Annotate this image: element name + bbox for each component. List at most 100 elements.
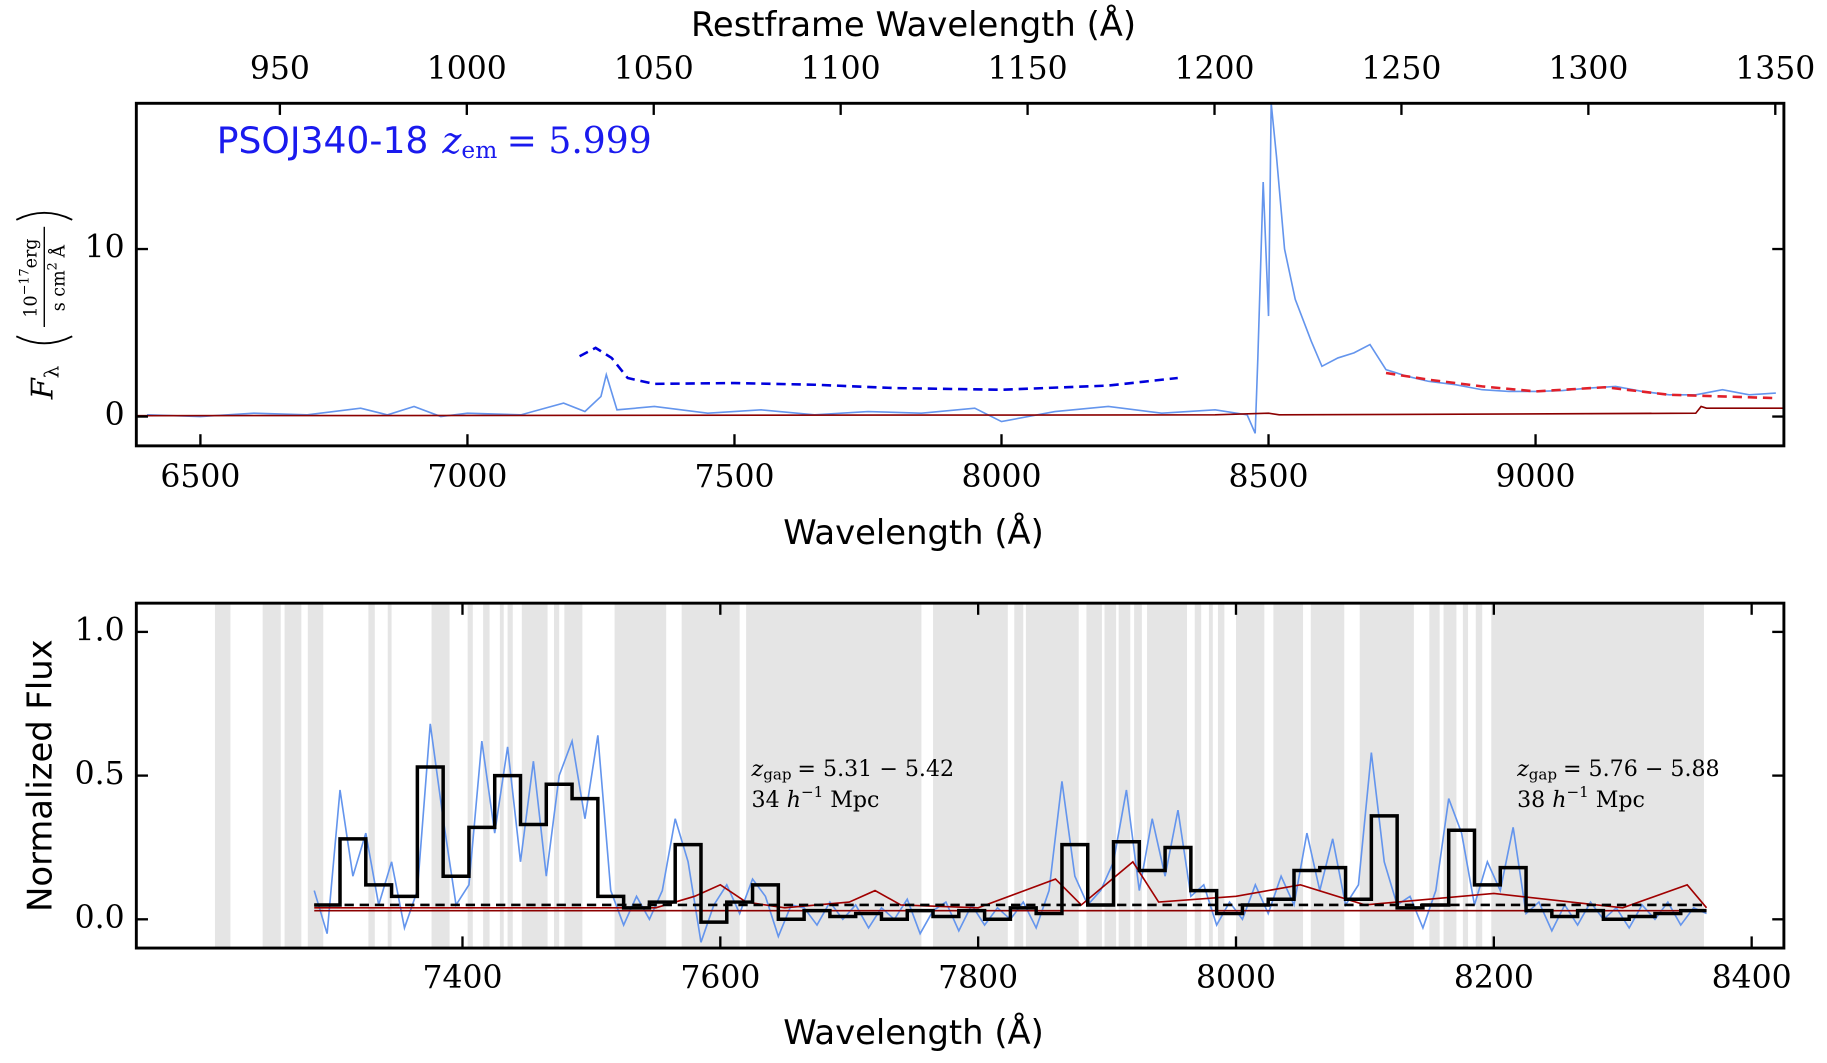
masked-band xyxy=(1134,603,1142,949)
x-tick-label: 7600 xyxy=(680,960,760,996)
x-tick-label: 7800 xyxy=(938,960,1018,996)
masked-band xyxy=(1273,603,1304,949)
y-label-num-sup: −17 xyxy=(17,268,32,295)
x-tick-label: 8000 xyxy=(1196,960,1276,996)
masked-band xyxy=(681,603,740,949)
x-tick-label: 8400 xyxy=(1712,960,1792,996)
masked-band xyxy=(1025,603,1079,949)
paren-left xyxy=(15,335,73,345)
masked-band xyxy=(614,603,667,949)
masked-band xyxy=(1429,603,1440,949)
masked-band xyxy=(1217,603,1225,949)
masked-band xyxy=(262,603,281,949)
y-label-f: F xyxy=(25,377,60,400)
plot-area xyxy=(136,103,1784,434)
masked-band xyxy=(554,603,560,949)
y-label-den-base: s cm xyxy=(49,270,69,311)
spectrum-line xyxy=(136,405,1784,417)
gap-sup: −1 xyxy=(1566,783,1588,801)
y-axis-label: Fλ 10−17erg s cm2 Å xyxy=(15,211,73,401)
masked-band xyxy=(1462,603,1469,949)
gap-sup: −1 xyxy=(801,783,823,801)
masked-band xyxy=(387,603,392,949)
masked-band xyxy=(1014,603,1024,949)
x2-tick-label: 1300 xyxy=(1548,51,1628,87)
y-label-den-sup: 2 xyxy=(45,262,60,270)
x2-tick-label: 1200 xyxy=(1175,51,1255,87)
masked-band xyxy=(307,603,324,949)
x2-tick-label: 1100 xyxy=(801,51,881,87)
gap-dist: 34 xyxy=(752,787,780,813)
y-label-sub: λ xyxy=(40,366,63,379)
gap-unit: Mpc xyxy=(830,787,879,813)
gap-sub: gap xyxy=(1529,766,1557,784)
plot-area xyxy=(214,603,1708,949)
masked-band xyxy=(1235,603,1265,949)
redshift-symbol: z xyxy=(441,118,462,161)
masked-band xyxy=(1359,603,1414,949)
x-tick-label: 6500 xyxy=(160,459,240,495)
masked-band xyxy=(467,603,473,949)
gap-length: 38 h−1 Mpc xyxy=(1517,783,1645,813)
frame xyxy=(134,101,1786,448)
binned-flux xyxy=(314,765,1707,924)
masked-band xyxy=(746,603,922,949)
masked-band xyxy=(564,603,583,949)
object-name: PSOJ340-18 xyxy=(217,119,429,162)
gap-z: z xyxy=(751,756,764,782)
gap-length: 34 h−1 Mpc xyxy=(752,783,880,813)
x2-tick-label: 1350 xyxy=(1735,51,1815,87)
y-tick-label: 1.0 xyxy=(75,612,125,648)
masked-band xyxy=(1147,603,1188,949)
x2-tick-label: 1000 xyxy=(427,51,507,87)
gap-sub: gap xyxy=(763,766,791,784)
x-tick-label: 8500 xyxy=(1229,459,1309,495)
gap-redshift: zgap = 5.31 − 5.42 xyxy=(751,756,955,784)
y-label-num: 10−17erg xyxy=(17,239,41,318)
masked-band xyxy=(431,603,450,949)
x-axis-label: Wavelength (Å) xyxy=(783,1012,1044,1052)
redshift-value: = 5.999 xyxy=(507,118,652,161)
x2-tick-label: 1150 xyxy=(988,51,1068,87)
masked-band xyxy=(1208,603,1213,949)
masked-band xyxy=(1194,603,1202,949)
gap-h: h xyxy=(1552,787,1566,813)
x-tick-label: 7500 xyxy=(694,459,774,495)
paren-right xyxy=(15,211,73,221)
gap-redshift: zgap = 5.76 − 5.88 xyxy=(1516,756,1720,784)
y-tick-label: 0.5 xyxy=(75,756,125,792)
masked-band xyxy=(368,603,375,949)
x-tick-label: 7400 xyxy=(422,960,502,996)
spectrum-line xyxy=(314,860,1708,909)
gap-range: = 5.76 − 5.88 xyxy=(1563,756,1720,782)
x2-tick-label: 1250 xyxy=(1361,51,1441,87)
y-tick-label: 10 xyxy=(85,230,125,266)
gap-z: z xyxy=(1516,756,1529,782)
y-label-den-unit: Å xyxy=(48,245,69,259)
x-tick-label: 8000 xyxy=(961,459,1041,495)
masked-band xyxy=(214,603,231,949)
spectrum-line xyxy=(579,346,1178,392)
y-label-num-unit: erg xyxy=(21,239,41,269)
y-label-den: s cm2 Å xyxy=(45,245,69,312)
masked-band xyxy=(1118,603,1131,949)
y-label-symbol: Fλ xyxy=(25,366,63,401)
masked-band xyxy=(933,603,1008,949)
x2-axis-label: Restframe Wavelength (Å) xyxy=(691,4,1136,44)
masked-band xyxy=(1104,603,1117,949)
redshift-sub: em xyxy=(461,137,497,164)
gap-h: h xyxy=(787,787,801,813)
gap-range: = 5.31 − 5.42 xyxy=(797,756,954,782)
x-tick-label: 9000 xyxy=(1496,459,1576,495)
masked-band xyxy=(1443,603,1457,949)
y-tick-label: 0.0 xyxy=(75,900,125,936)
x-axis-label: Wavelength (Å) xyxy=(783,512,1044,552)
y-tick-label: 0 xyxy=(105,397,125,433)
masked-band xyxy=(1086,603,1102,949)
masked-band xyxy=(284,603,302,949)
x-tick-label: 7000 xyxy=(427,459,507,495)
object-label: PSOJ340-18 zem = 5.999 xyxy=(217,118,652,163)
gap-unit: Mpc xyxy=(1596,787,1645,813)
